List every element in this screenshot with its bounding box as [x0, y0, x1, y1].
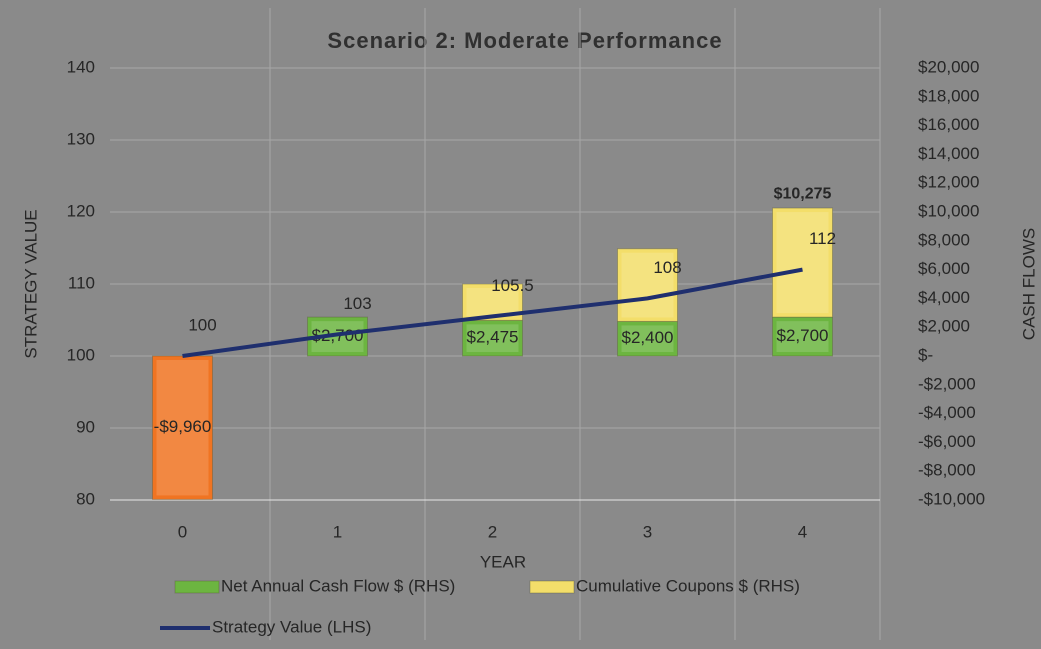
- bar-bevel: [156, 360, 209, 496]
- bar-bevel: [776, 321, 829, 352]
- chart-title: Scenario 2: Moderate Performance: [327, 28, 722, 53]
- y2-tick-label: $2,000: [918, 317, 970, 336]
- legend-label: Net Annual Cash Flow $ (RHS): [221, 576, 455, 595]
- y2-tick-label: $14,000: [918, 144, 979, 163]
- bar-label: $2,475: [467, 328, 519, 347]
- y2-tick-label: -$6,000: [918, 432, 976, 451]
- legend-label: Strategy Value (LHS): [212, 617, 371, 636]
- line-label: 108: [653, 258, 681, 277]
- line-label: 112: [809, 229, 836, 248]
- y-tick-label: 110: [68, 273, 95, 292]
- y2-tick-label: $18,000: [918, 86, 979, 105]
- y2-tick-label: $4,000: [918, 288, 970, 307]
- bar-bevel: [466, 288, 519, 317]
- x-tick-label: 1: [333, 522, 342, 541]
- legend-label: Cumulative Coupons $ (RHS): [576, 576, 800, 595]
- y2-tick-label: $20,000: [918, 57, 979, 76]
- bar-label: $2,700: [777, 326, 829, 345]
- y2-axis-title: CASH FLOWS: [1019, 228, 1038, 340]
- y2-tick-label: -$2,000: [918, 374, 976, 393]
- y-tick-label: 80: [76, 489, 95, 508]
- annotation: $10,275: [774, 185, 832, 202]
- y-tick-label: 130: [67, 129, 95, 148]
- bar-bevel: [621, 325, 674, 352]
- y2-tick-label: -$8,000: [918, 461, 976, 480]
- y2-tick-label: $16,000: [918, 115, 979, 134]
- x-tick-label: 4: [798, 522, 807, 541]
- bar-label: -$9,960: [154, 417, 212, 436]
- y-tick-label: 90: [76, 417, 95, 436]
- bar-bevel: [466, 324, 519, 352]
- line: [182, 267, 803, 358]
- line-label: 103: [343, 294, 371, 313]
- bar-bevel: [776, 212, 829, 314]
- y-tick-label: 100: [67, 345, 95, 364]
- legend-marker: [174, 580, 220, 594]
- bar-bevel: [621, 252, 674, 318]
- line-label: 100: [188, 315, 216, 334]
- x-tick-label: 2: [488, 522, 497, 541]
- bar: [462, 319, 523, 357]
- y2-tick-label: $6,000: [918, 259, 970, 278]
- x-axis-title: YEAR: [480, 552, 526, 571]
- y-tick-label: 140: [67, 57, 95, 76]
- legend-marker: [529, 580, 575, 594]
- bar: [772, 207, 833, 318]
- bar: [617, 320, 678, 357]
- y-axis-title: STRATEGY VALUE: [21, 209, 40, 358]
- y2-tick-label: $10,000: [918, 201, 979, 220]
- y-tick-label: 120: [67, 201, 95, 220]
- y2-tick-label: $-: [918, 345, 933, 364]
- bar: [152, 355, 213, 500]
- bar-label: $2,400: [622, 328, 674, 347]
- line-label: 105.5: [491, 276, 534, 295]
- y2-tick-label: -$10,000: [918, 489, 985, 508]
- bar: [617, 248, 678, 322]
- y2-tick-label: $8,000: [918, 230, 970, 249]
- x-tick-label: 0: [178, 522, 187, 541]
- x-tick-label: 3: [643, 522, 652, 541]
- y2-tick-label: $12,000: [918, 173, 979, 192]
- y2-tick-label: -$4,000: [918, 403, 976, 422]
